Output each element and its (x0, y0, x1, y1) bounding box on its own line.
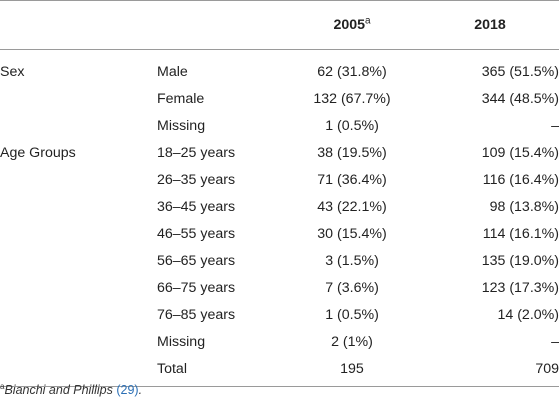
row-label: Total (157, 355, 283, 387)
row-category (0, 112, 157, 139)
demographics-table: 2005a 2018 Sex Male 62 (31.8%) 365 (51.5%) F… (0, 0, 559, 387)
cell-2005: 195 (283, 355, 421, 387)
footnote-marker: a (0, 381, 5, 391)
cell-2005: 62 (31.8%) (317, 63, 387, 80)
table-footnote: aBianchi and Phillips (29). (0, 381, 143, 397)
table-row: 66–75 years 7 (3.6%) 123 (17.3%) (0, 274, 559, 301)
table-row: Age Groups 18–25 years 38 (19.5%) 109 (15.4… (0, 139, 559, 166)
table-header-row: 2005a 2018 (0, 0, 559, 50)
cell-2005: 43 (22.1%) (317, 198, 387, 215)
footnote-text: Bianchi and Phillips (4, 383, 113, 397)
cell-2005: 2 (1%) (331, 333, 373, 350)
header-footnote-marker: a (365, 15, 371, 27)
table-row: Missing 2 (1%) – (0, 328, 559, 355)
row-category: Sex (0, 63, 25, 80)
row-category (0, 247, 157, 274)
cell-2005: 1 (0.5%) (325, 117, 379, 134)
row-label: 36–45 years (157, 198, 236, 215)
table-row: Total 195 709 (0, 355, 559, 387)
table-row: Missing 1 (0.5%) – (0, 112, 559, 139)
row-category (0, 85, 157, 112)
row-category (0, 355, 157, 387)
header-cell-subcategory (157, 0, 283, 50)
cell-2018: 98 (13.8%) (489, 198, 559, 215)
table-row: 46–55 years 30 (15.4%) 114 (16.1%) (0, 220, 559, 247)
table-row: Female 132 (67.7%) 344 (48.5%) (0, 85, 559, 112)
row-label: Missing (157, 117, 206, 134)
cell-2005: 71 (36.4%) (317, 171, 387, 188)
header-2005-label: 2005 (333, 17, 365, 33)
header-cell-2018: 2018 (421, 0, 559, 50)
cell-2005: 30 (15.4%) (317, 225, 387, 242)
table-row: 56–65 years 3 (1.5%) 135 (19.0%) (0, 247, 559, 274)
table-row: Sex Male 62 (31.8%) 365 (51.5%) (0, 50, 559, 86)
row-category (0, 301, 157, 328)
cell-2018: 116 (16.4%) (482, 171, 559, 188)
cell-2018: – (551, 333, 559, 350)
row-category (0, 328, 157, 355)
table-body: Sex Male 62 (31.8%) 365 (51.5%) Female 132 (6… (0, 50, 559, 387)
row-label: 18–25 years (157, 144, 236, 161)
cell-2005: 38 (19.5%) (317, 144, 387, 161)
row-label: Female (157, 90, 205, 107)
row-label: 66–75 years (157, 279, 236, 296)
row-category (0, 193, 157, 220)
row-category (0, 220, 157, 247)
cell-2018: 14 (2.0%) (497, 306, 559, 323)
footnote-citation-link[interactable]: (29) (116, 383, 139, 397)
cell-2018: 123 (17.3%) (481, 279, 559, 296)
row-label: 26–35 years (157, 171, 236, 188)
row-label: 46–55 years (157, 225, 236, 242)
row-label: 56–65 years (157, 252, 236, 269)
cell-2005: 7 (3.6%) (325, 279, 379, 296)
row-category (0, 166, 157, 193)
cell-2018: 709 (421, 355, 559, 387)
table-row: 26–35 years 71 (36.4%) 116 (16.4%) (0, 166, 559, 193)
cell-2018: 109 (15.4%) (481, 144, 559, 161)
row-category (0, 274, 157, 301)
cell-2018: 135 (19.0%) (481, 252, 559, 269)
table-row: 36–45 years 43 (22.1%) 98 (13.8%) (0, 193, 559, 220)
cell-2018: 344 (48.5%) (481, 90, 559, 107)
cell-2018: 114 (16.1%) (482, 225, 559, 242)
table-row: 76–85 years 1 (0.5%) 14 (2.0%) (0, 301, 559, 328)
row-label: Male (157, 63, 188, 80)
cell-2005: 132 (67.7%) (313, 90, 391, 107)
header-cell-category (0, 0, 157, 50)
header-2018-label: 2018 (474, 17, 506, 33)
header-cell-2005: 2005a (283, 0, 421, 50)
row-label: 76–85 years (157, 306, 236, 323)
footnote-end: . (138, 383, 143, 397)
cell-2005: 3 (1.5%) (325, 252, 379, 269)
cell-2018: – (551, 117, 559, 134)
row-label: Missing (157, 333, 206, 350)
row-category: Age Groups (0, 144, 76, 161)
cell-2018: 365 (51.5%) (481, 63, 559, 80)
cell-2005: 1 (0.5%) (325, 306, 379, 323)
